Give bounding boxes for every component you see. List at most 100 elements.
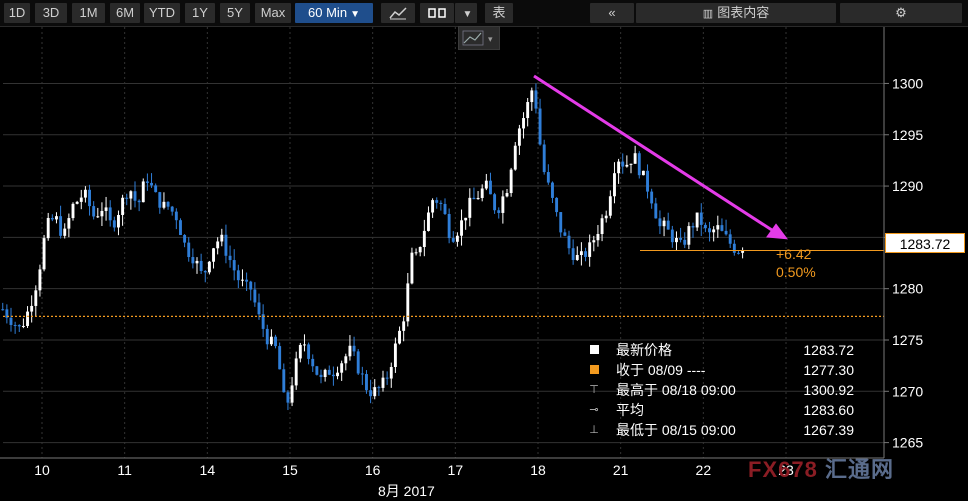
- candle-body: [360, 373, 364, 375]
- candle-body: [588, 242, 592, 257]
- candle-body: [212, 248, 215, 262]
- chart-content-button[interactable]: ▥ 图表内容: [636, 3, 836, 23]
- candle-body: [92, 206, 96, 217]
- candle-body: [385, 377, 389, 379]
- candle-body: [666, 220, 670, 230]
- candles: [1, 83, 745, 411]
- candle-body: [145, 181, 149, 183]
- legend-label: 最新价格: [616, 342, 672, 358]
- range-button-ytd[interactable]: YTD: [144, 3, 180, 23]
- candle-body: [414, 252, 418, 254]
- candle-body: [125, 197, 129, 199]
- candle-body: [675, 237, 678, 243]
- candle-body: [100, 210, 104, 217]
- candle-body: [88, 189, 91, 207]
- range-button-5y[interactable]: 5Y: [220, 3, 250, 23]
- x-tick-label: 18: [530, 462, 546, 478]
- candle-body: [121, 197, 125, 215]
- range-button-1d[interactable]: 1D: [4, 3, 30, 23]
- legend-value: 1267.39: [803, 422, 854, 438]
- low-marker-icon: ⊥: [589, 424, 599, 436]
- candle-body: [191, 257, 195, 264]
- y-axis: 12651270127512801285129012951300: [883, 27, 923, 458]
- candle-body: [695, 212, 699, 228]
- svg-text:▾: ▾: [488, 34, 493, 44]
- candle-body: [274, 336, 277, 347]
- candle-body: [104, 207, 108, 211]
- line-chart-icon: [389, 7, 407, 20]
- chart-content-icon: ▥: [702, 8, 714, 20]
- candle-body: [699, 212, 703, 225]
- candle-body: [158, 192, 162, 208]
- candle-body: [431, 200, 435, 213]
- chart-type-dropdown[interactable]: ▼: [455, 3, 477, 23]
- candle-body: [422, 230, 426, 247]
- candle-body: [365, 374, 368, 391]
- candle-body: [542, 144, 546, 173]
- candle-body: [683, 239, 687, 245]
- candle-body: [265, 328, 269, 345]
- candle-body: [166, 201, 170, 207]
- candle-body: [42, 238, 46, 270]
- x-tick-label: 15: [282, 462, 298, 478]
- range-button-1m[interactable]: 1M: [72, 3, 105, 23]
- candle-body: [720, 225, 724, 231]
- watermark-text-b: 汇通网: [824, 457, 894, 482]
- line-chart-button[interactable]: [381, 3, 415, 23]
- x-tick-label: 16: [365, 462, 381, 478]
- chart-content-label: 图表内容: [717, 5, 770, 20]
- candle-body: [141, 181, 145, 203]
- candle-body: [67, 218, 71, 229]
- range-button-6m[interactable]: 6M: [110, 3, 140, 23]
- candle-body: [679, 237, 683, 240]
- candle-body: [286, 392, 290, 403]
- candle-body: [625, 164, 629, 167]
- candle-body: [294, 358, 298, 386]
- range-button-1y[interactable]: 1Y: [185, 3, 215, 23]
- legend-label: 最低于 08/15 09:00: [616, 422, 736, 438]
- candle-body: [46, 217, 50, 239]
- candle-body: [741, 250, 745, 253]
- y-tick-label: 1270: [892, 383, 923, 399]
- candle-body: [505, 193, 509, 197]
- candle-body: [613, 173, 616, 197]
- candle-body: [30, 305, 34, 312]
- candle-body: [174, 211, 178, 221]
- candle-body: [464, 217, 468, 221]
- candle-body: [381, 377, 385, 388]
- candle-body: [150, 182, 153, 186]
- candle-body: [468, 197, 472, 218]
- settings-button[interactable]: ⚙: [840, 3, 962, 23]
- legend-row-prev-close: 收于 08/09 ---- 1277.30: [588, 360, 860, 380]
- y-tick-label: 1275: [892, 332, 923, 348]
- candle-body: [13, 324, 17, 326]
- candle-body: [170, 206, 174, 212]
- candle-body: [71, 203, 75, 219]
- candle-body: [344, 356, 348, 364]
- candle-body: [513, 145, 517, 170]
- table-button[interactable]: 表: [485, 3, 513, 23]
- candle-body: [501, 196, 505, 213]
- range-button-max[interactable]: Max: [255, 3, 291, 23]
- candle-body: [732, 243, 736, 253]
- collapse-button[interactable]: «: [590, 3, 634, 23]
- candlestick-button[interactable]: [420, 3, 454, 23]
- x-tick-label: 23: [778, 462, 794, 478]
- legend-label: 平均: [616, 402, 644, 418]
- candle-body: [207, 261, 211, 273]
- candle-body: [447, 213, 451, 239]
- chevron-down-icon: ▼: [462, 9, 473, 20]
- candle-body: [472, 197, 476, 200]
- candle-body: [5, 309, 9, 318]
- candle-body: [633, 153, 637, 164]
- chart-style-selector[interactable]: ▾: [458, 26, 500, 50]
- legend-value: 1277.30: [803, 362, 854, 378]
- change-percent: 0.50%: [776, 264, 816, 280]
- high-marker-icon: ⊤: [589, 384, 599, 396]
- range-button-3d[interactable]: 3D: [35, 3, 67, 23]
- interval-select[interactable]: 60 Min ▼: [295, 3, 373, 23]
- candle-body: [290, 385, 294, 403]
- chevron-down-icon: ▼: [350, 9, 360, 20]
- candle-body: [9, 317, 13, 325]
- candle-body: [311, 358, 315, 367]
